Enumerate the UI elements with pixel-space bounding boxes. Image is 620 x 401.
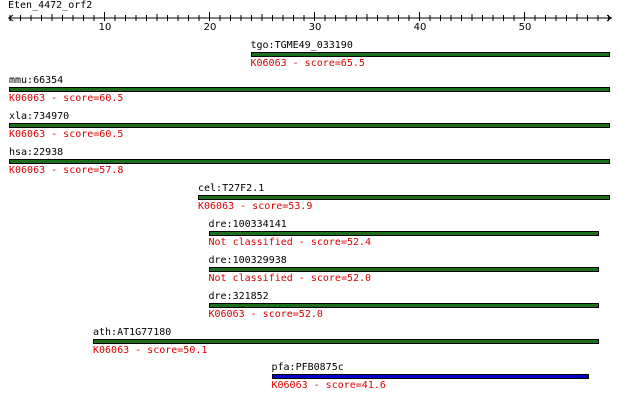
- hit-score[interactable]: K06063 - score=60.5: [9, 129, 124, 140]
- sequence-ruler: 10 20 30 40 50: [8, 12, 612, 33]
- hit-name[interactable]: pfa:PFB0875c: [271, 362, 344, 373]
- hit-bar[interactable]: [93, 339, 599, 344]
- hit-bar[interactable]: [208, 267, 599, 272]
- ruler-left-arrow: [8, 14, 14, 22]
- hit-bar[interactable]: [9, 87, 610, 92]
- tick-label-40: 40: [414, 22, 427, 33]
- hit-name[interactable]: tgo:TGME49_033190: [250, 40, 353, 51]
- hit-name[interactable]: dre:100334141: [208, 219, 287, 230]
- hit-bar[interactable]: [9, 123, 610, 128]
- tick-label-20: 20: [204, 22, 217, 33]
- hit-bar[interactable]: [208, 303, 599, 308]
- hit-name[interactable]: ath:AT1G77180: [93, 327, 172, 338]
- ruler-ticks: [9, 12, 609, 21]
- hit-name[interactable]: mmu:66354: [9, 75, 64, 86]
- hit-score[interactable]: K06063 - score=41.6: [271, 380, 386, 391]
- hit-score[interactable]: K06063 - score=57.8: [9, 165, 124, 176]
- hit-bar[interactable]: [9, 159, 610, 164]
- hit-name[interactable]: cel:T27F2.1: [198, 183, 265, 194]
- hit-score[interactable]: K06063 - score=65.5: [250, 58, 365, 69]
- hit-name[interactable]: dre:321852: [208, 291, 269, 302]
- hit-name[interactable]: hsa:22938: [9, 147, 64, 158]
- hit-score[interactable]: K06063 - score=53.9: [198, 201, 313, 212]
- hit-bar[interactable]: [198, 195, 610, 200]
- hit-bar-highlighted[interactable]: [271, 374, 589, 379]
- hit-score[interactable]: Not classified - score=52.4: [208, 237, 372, 248]
- hit-score[interactable]: Not classified - score=52.0: [208, 273, 372, 284]
- hit-bar[interactable]: [208, 231, 599, 236]
- ruler-tick-labels: 10 20 30 40 50: [99, 22, 532, 33]
- hit-name[interactable]: dre:100329938: [208, 255, 287, 266]
- hit-bar[interactable]: [250, 52, 610, 57]
- hit-score[interactable]: K06063 - score=60.5: [9, 93, 124, 104]
- tick-label-10: 10: [99, 22, 112, 33]
- query-label: Eten_4472_orf2: [8, 0, 93, 11]
- hit-name[interactable]: xla:734970: [9, 111, 70, 122]
- hit-score[interactable]: K06063 - score=52.0: [208, 309, 323, 320]
- tick-label-30: 30: [309, 22, 322, 33]
- tick-label-50: 50: [519, 22, 532, 33]
- hit-score[interactable]: K06063 - score=50.1: [93, 345, 208, 356]
